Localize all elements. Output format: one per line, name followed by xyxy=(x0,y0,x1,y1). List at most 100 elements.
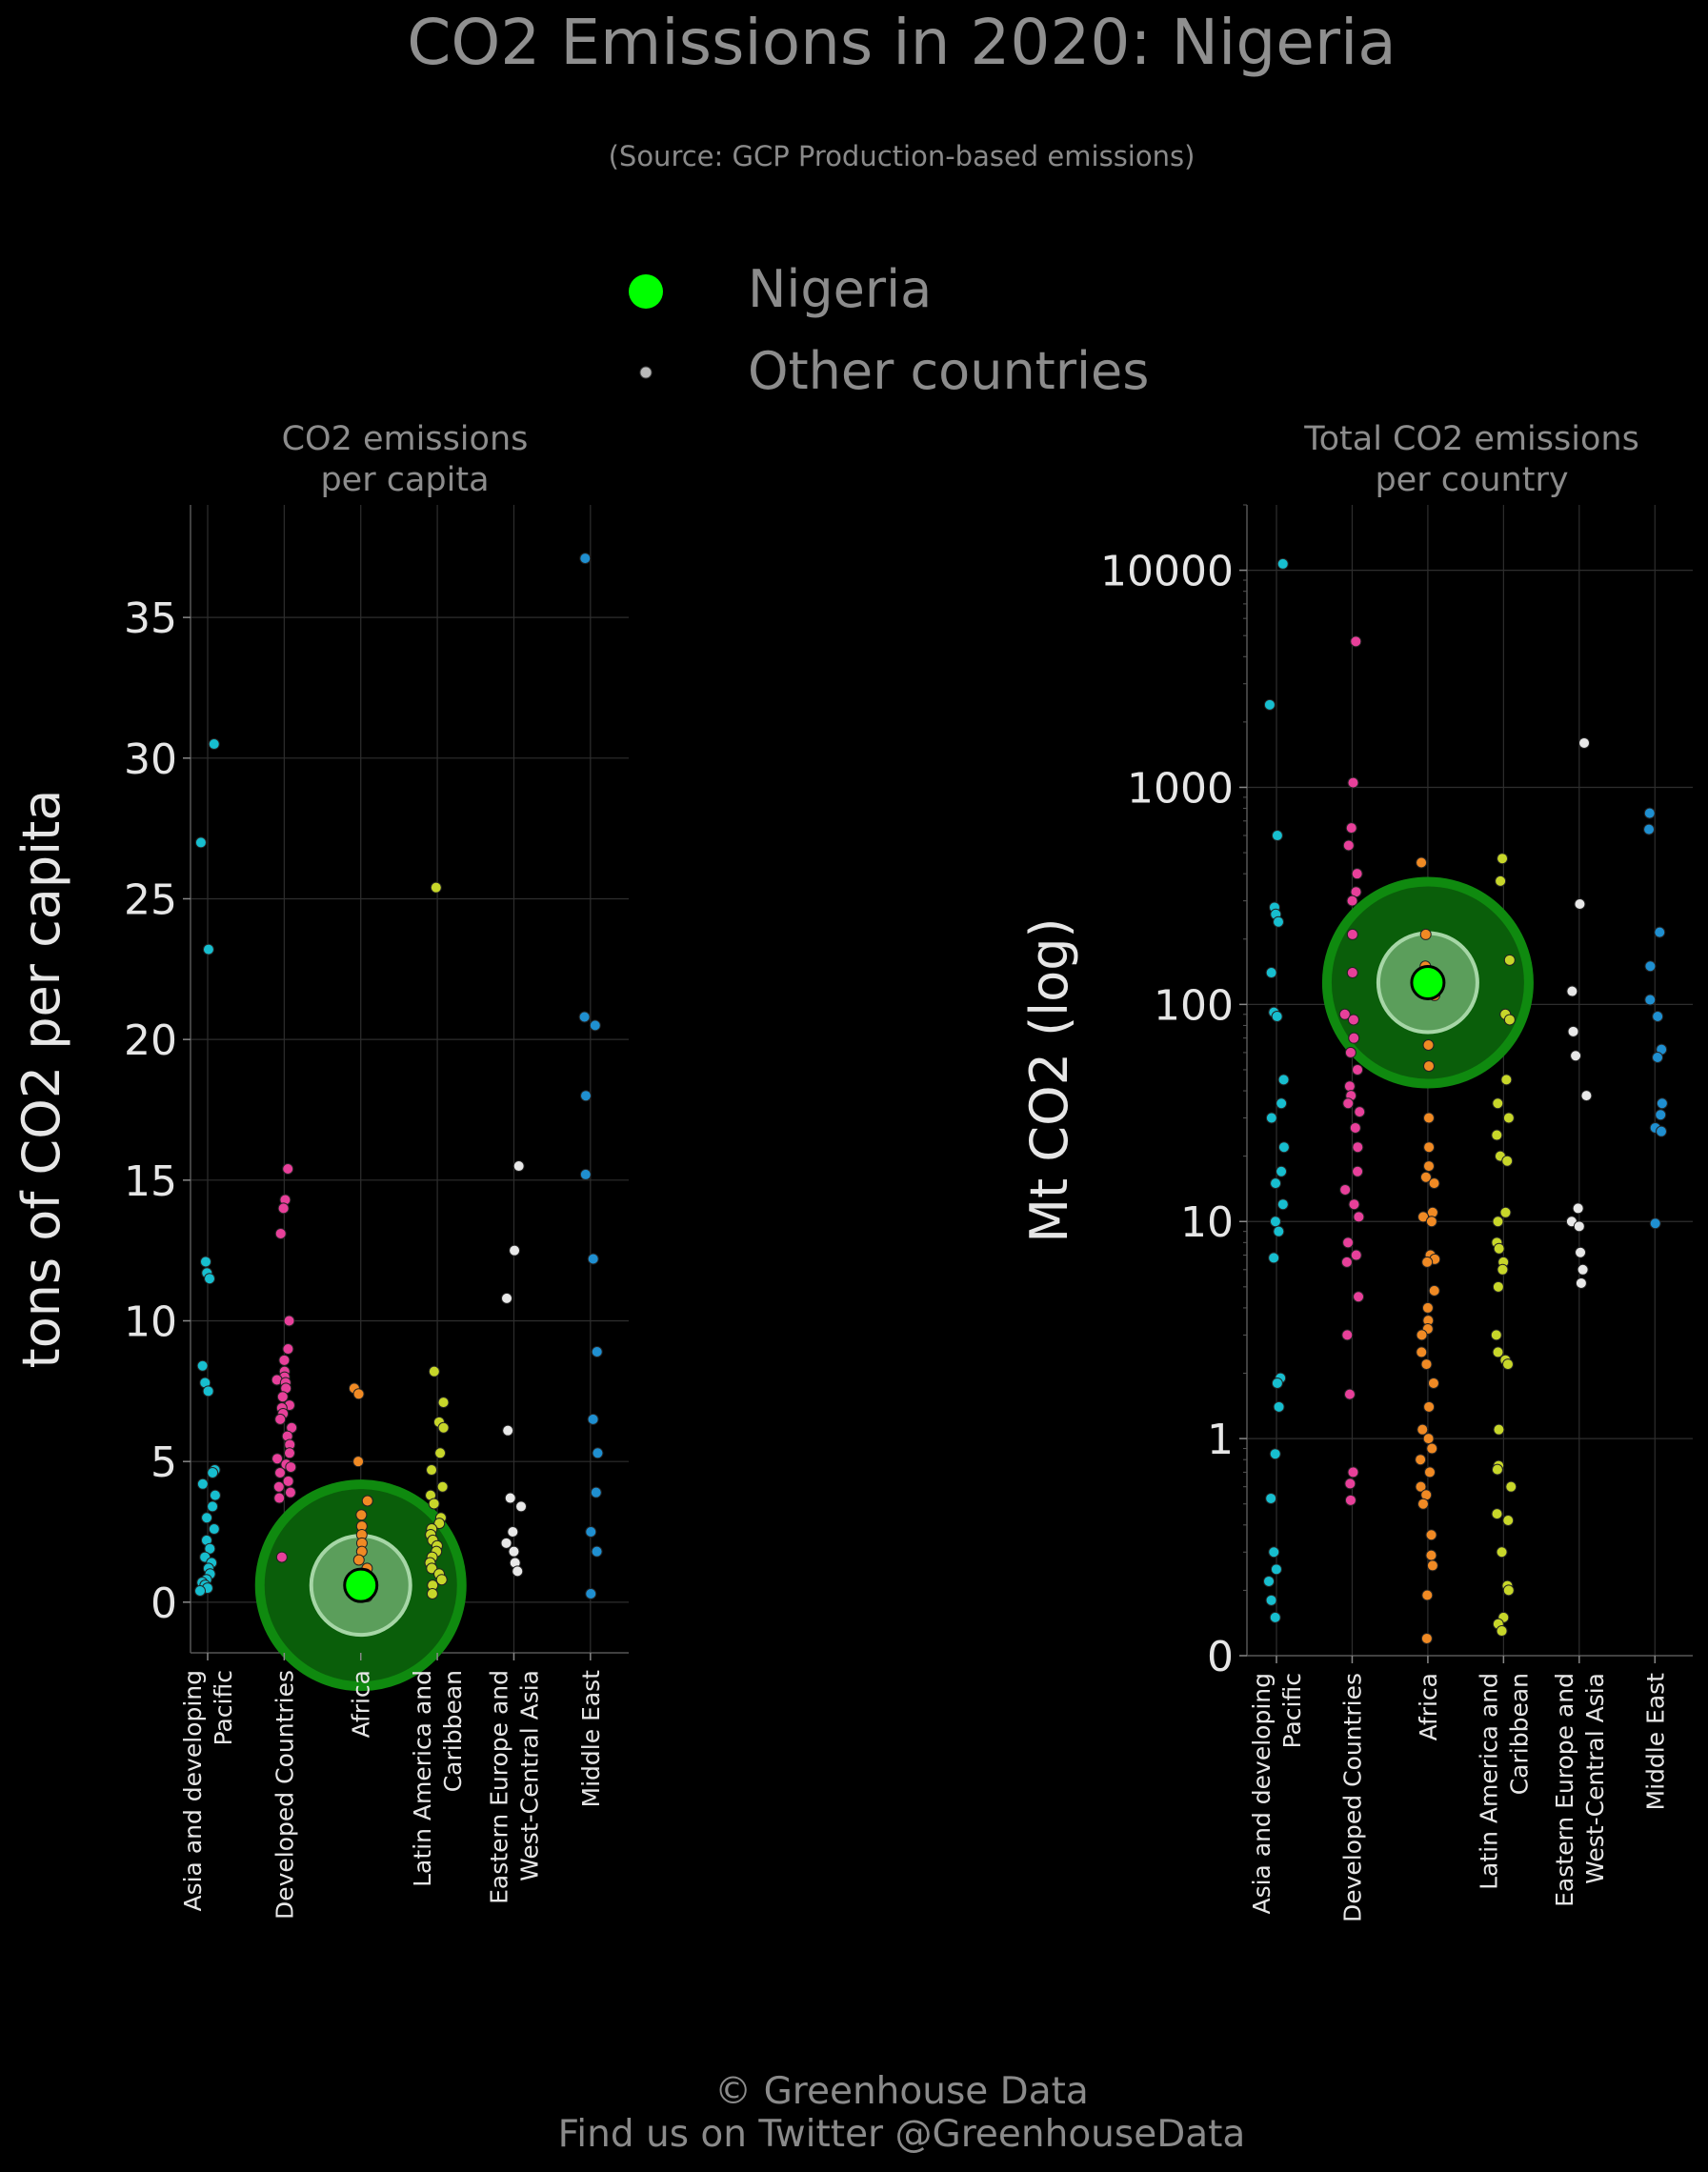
right-y-axis-label: Mt CO2 (log) xyxy=(1019,917,1079,1242)
right-point xyxy=(1269,1216,1281,1228)
left-point xyxy=(352,1456,365,1468)
right-point xyxy=(1428,1284,1440,1297)
right-point xyxy=(1492,1097,1504,1110)
right-x-tick-label-line: West-Central Asia xyxy=(1581,1673,1609,1884)
left-point xyxy=(283,1447,295,1459)
left-point xyxy=(204,1273,216,1285)
right-x-tick-label-line: Caribbean xyxy=(1505,1673,1533,1795)
left-point xyxy=(273,1492,286,1504)
right-point xyxy=(1496,1625,1508,1638)
right-point xyxy=(1491,1463,1503,1476)
right-point xyxy=(1572,1202,1584,1215)
right-point xyxy=(1265,1594,1277,1606)
right-point xyxy=(1417,1498,1430,1510)
right-point xyxy=(1347,776,1359,789)
right-point xyxy=(1421,1256,1434,1268)
left-point xyxy=(199,1256,211,1268)
left-panel-title-line-2: per capita xyxy=(320,461,490,499)
right-point xyxy=(1344,1046,1356,1058)
right-point xyxy=(1425,1549,1437,1561)
left-point xyxy=(276,1391,289,1403)
left-y-tick-label: 10 xyxy=(124,1297,177,1346)
left-point xyxy=(274,1227,287,1239)
left-point xyxy=(275,1551,288,1563)
left-point xyxy=(579,553,592,565)
right-panel-title-line-2: per country xyxy=(1375,461,1569,499)
left-point xyxy=(515,1500,528,1513)
right-point xyxy=(1496,1546,1508,1559)
right-x-tick-label: Latin America and Caribbean xyxy=(1475,1673,1533,1890)
left-point xyxy=(509,1244,521,1257)
left-point xyxy=(437,1421,450,1434)
right-point xyxy=(1497,853,1509,865)
left-point xyxy=(508,1545,520,1558)
right-point xyxy=(1415,1454,1427,1466)
right-point xyxy=(1271,1377,1283,1389)
left-point xyxy=(502,1424,514,1437)
right-x-tick-label-line: Pacific xyxy=(1278,1673,1306,1748)
footer-twitter: Find us on Twitter @GreenhouseData xyxy=(557,2113,1246,2156)
right-point xyxy=(1492,1216,1504,1228)
left-point xyxy=(437,1397,450,1409)
right-y-tick-label: 100 xyxy=(1154,981,1234,1030)
left-y-tick-label: 20 xyxy=(124,1016,177,1065)
right-point xyxy=(1343,1080,1356,1093)
right-point xyxy=(1503,1014,1516,1026)
right-point xyxy=(1416,1329,1428,1341)
right-point xyxy=(1269,1448,1281,1460)
left-point xyxy=(208,738,220,751)
left-point xyxy=(512,1160,525,1173)
left-x-tick-label: Africa xyxy=(348,1670,375,1738)
left-point xyxy=(433,1518,446,1530)
right-point xyxy=(1341,1329,1354,1341)
left-x-tick-label-line: Middle East xyxy=(577,1670,605,1808)
left-point xyxy=(355,1509,368,1521)
right-point xyxy=(1349,1121,1361,1134)
right-point xyxy=(1415,1480,1427,1493)
left-point xyxy=(578,1011,591,1023)
right-point xyxy=(1652,1011,1664,1023)
right-point xyxy=(1350,635,1362,648)
right-point xyxy=(1263,1575,1276,1587)
left-point xyxy=(590,1486,602,1498)
right-point xyxy=(1497,1263,1509,1276)
right-point xyxy=(1276,1097,1288,1110)
right-point xyxy=(1502,1584,1515,1597)
left-point xyxy=(208,1523,220,1536)
right-point xyxy=(1425,1216,1437,1228)
right-point xyxy=(1342,1237,1355,1249)
right-point xyxy=(1352,1063,1364,1076)
right-point xyxy=(1276,1165,1288,1177)
left-y-tick-label: 30 xyxy=(124,735,177,784)
left-point xyxy=(209,1489,221,1501)
right-point xyxy=(1273,1225,1285,1237)
left-point xyxy=(282,1475,294,1487)
right-point xyxy=(1271,830,1283,842)
right-point xyxy=(1649,1217,1661,1230)
right-point xyxy=(1501,1155,1514,1167)
right-point xyxy=(1644,994,1657,1006)
right-point xyxy=(1277,1141,1290,1154)
right-point xyxy=(1417,1423,1429,1436)
total-emissions-chart: 0 1 10 100 1000 10000 Mt CO2 (log) Asia and dev… xyxy=(1019,504,1693,1922)
left-point xyxy=(500,1537,512,1549)
right-x-tick-label-line: Latin America and xyxy=(1475,1673,1502,1890)
left-point xyxy=(585,1526,597,1538)
right-point xyxy=(1270,1563,1282,1576)
per-capita-chart: 0 5 10 15 20 25 30 35 tons of CO2 per capita Asia… xyxy=(11,505,629,1920)
right-point xyxy=(1655,1109,1667,1121)
left-point xyxy=(274,1413,287,1425)
right-point xyxy=(1421,1301,1434,1314)
right-point xyxy=(1347,1014,1359,1026)
left-panel-title: CO2 emissions per capita xyxy=(205,419,605,501)
right-point xyxy=(1499,1206,1512,1218)
right-point xyxy=(1353,1211,1365,1223)
right-point xyxy=(1426,1559,1438,1572)
right-point xyxy=(1268,1546,1280,1559)
left-point xyxy=(579,1168,592,1180)
right-point xyxy=(1342,839,1355,852)
right-y-tick-label: 1 xyxy=(1207,1416,1234,1464)
right-y-tick-label: 0 xyxy=(1207,1633,1234,1681)
legend-other-marker xyxy=(639,366,653,379)
right-point xyxy=(1263,698,1276,711)
